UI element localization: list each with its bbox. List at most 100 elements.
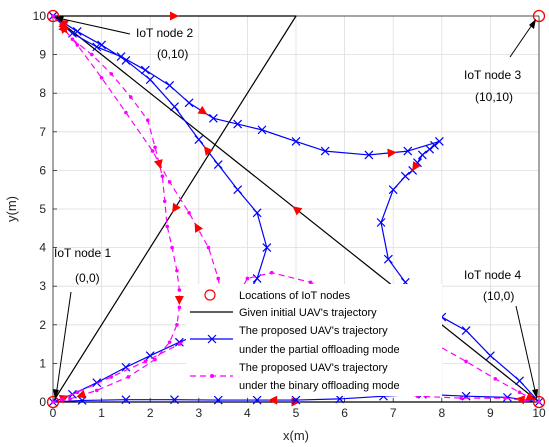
x-tick-label: 2 [147,406,154,420]
iot-node-marker-4 [532,395,546,409]
x-tick-label: 1 [98,406,105,420]
series-point-partial [430,140,439,150]
series-point-partial [213,395,223,405]
series-point-partial [213,160,223,170]
series-point-partial [388,185,398,195]
series-point-binary [503,396,507,400]
direction-arrow-partial [197,105,208,115]
series-point-partial [252,208,262,218]
series-point-partial [364,150,374,160]
iot-node-marker-1 [46,395,60,409]
y-axis-title: y(m) [4,196,19,222]
series-point-partial [515,376,524,386]
series-point-partial [194,135,204,144]
series-point-binary [70,37,75,41]
y-tick-label: 4 [39,241,46,255]
series-point-binary [459,396,464,400]
series-point-binary [162,199,167,204]
series-point-binary [124,110,128,115]
series-point-partial [320,146,330,156]
legend-label-nodes: Locations of IoT nodes [239,290,351,302]
series-point-binary [167,340,172,344]
series-point-binary [68,397,72,401]
x-tick-label: 0 [50,406,57,420]
series-point-binary [167,180,172,184]
axis-ticks: 0 1 2 3 4 5 6 7 8 9 10 0 1 2 3 4 5 6 7 8 9 10 [33,9,546,420]
legend-label-binary-2: under the binary offloading mode [239,380,400,392]
series-point-partial [184,98,194,108]
iot-node-2-coord: (0,10) [157,47,188,61]
iot-node-3-label: IoT node 3 [464,68,521,82]
iot-node-marker-3 [532,9,546,23]
series-point-partial [262,243,272,253]
iot-node-3-arrowhead [529,19,536,29]
series-point-partial [376,218,386,227]
node-annotations: IoT node 2 (0,10) IoT node 3 (10,10) IoT… [53,16,538,399]
direction-arrow-binary [59,24,70,34]
y-tick-label: 8 [39,86,46,100]
x-tick-label: 3 [195,406,202,420]
legend-marker-nodes [204,289,216,301]
series-point-binary [109,375,114,379]
direction-arrow-partial [203,145,213,156]
direction-arrow-initial [292,206,303,216]
series-point-binary [150,149,155,153]
series-point-binary [517,390,522,395]
series-point-partial [92,378,102,388]
y-tick-label: 1 [39,356,46,370]
series-point-partial [121,395,131,405]
series-point-partial [174,337,184,347]
series-point-partial [400,171,410,181]
series-point-partial [145,75,155,85]
series-point-binary [308,280,313,285]
series-point-binary [145,118,150,123]
iot-node-marker-2 [46,9,60,23]
direction-arrow-partial [412,161,421,172]
series-point-binary [153,357,157,362]
y-tick-label: 10 [33,9,47,23]
series-point-partial [92,42,102,52]
series-point-partial [233,119,243,129]
series-point-binary [126,375,131,379]
series-point-binary [464,359,468,364]
series-point-binary [175,323,179,327]
y-tick-label: 3 [39,279,46,293]
direction-arrow-binary [174,295,184,305]
direction-arrow-binary [76,389,87,399]
direction-arrow-partial [387,148,397,158]
iot-node-3-arrow [509,21,535,58]
legend-marker-binary [210,374,214,378]
legend-label-partial-2: under the partial offloading mode [239,344,400,356]
series-point-partial [121,55,131,65]
series-point-partial [502,392,512,402]
series-point-partial [425,144,435,154]
series-point-binary [177,342,182,346]
direction-arrow-partial [515,395,526,405]
series-point-binary [216,276,221,281]
series-point-binary [170,245,174,250]
iot-node-2-label: IoT node 2 [136,26,193,40]
series-point-binary [269,270,274,275]
series-point-partial [417,150,427,160]
series-point-partial [97,40,107,50]
x-tick-label: 4 [244,406,251,420]
x-tick-label: 8 [438,406,445,420]
series-point-binary [160,174,165,178]
direction-arrow-binary [194,222,203,233]
series-point-partial [485,351,495,361]
series-point-binary [75,43,80,47]
series-point-binary [51,14,55,18]
y-tick-label: 6 [39,163,46,177]
series-point-partial [170,102,179,112]
direction-arrow-binary [153,159,163,169]
iot-node-4-arrow [515,305,537,396]
y-tick-label: 7 [39,125,46,139]
legend-label-partial-1: The proposed UAV's trajectory [239,325,388,337]
y-tick-label: 0 [39,395,46,409]
series-point-partial [121,362,131,372]
series-point-binary [245,276,250,281]
legend-box [186,284,442,396]
legend-label-binary-1: The proposed UAV's trajectory [239,362,388,374]
iot-node-1-arrowhead [53,389,59,399]
series-point-partial [383,254,393,264]
